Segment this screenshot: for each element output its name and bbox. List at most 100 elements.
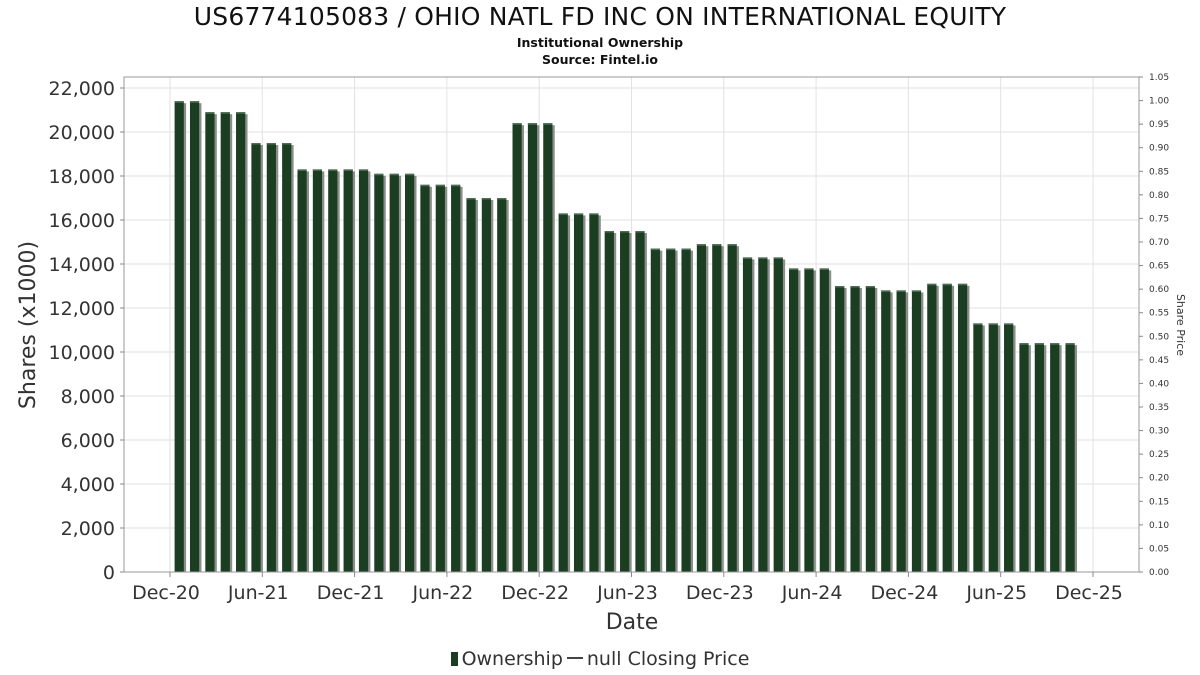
bar-highlight <box>1065 343 1075 345</box>
bar-highlight <box>927 283 937 286</box>
bar-highlight <box>973 323 983 325</box>
bar <box>266 143 276 572</box>
bar <box>942 283 952 572</box>
bar <box>236 112 246 572</box>
y2-tick-label: 0.60 <box>1149 285 1169 295</box>
y2-tick-label: 0.10 <box>1149 521 1169 531</box>
bar-highlight <box>1019 343 1029 345</box>
bar <box>696 244 707 572</box>
bar-highlight <box>266 143 276 145</box>
bar-highlight <box>1004 323 1014 325</box>
y-tick-label: 14,000 <box>49 254 115 276</box>
bar <box>819 268 829 572</box>
bar <box>604 231 614 572</box>
bar <box>451 184 461 573</box>
y-axis-title: Shares (x1000) <box>16 241 41 409</box>
bar-highlight <box>435 184 445 187</box>
bar-highlight <box>466 198 476 200</box>
y-tick-label: 22,000 <box>49 78 115 100</box>
bar <box>758 257 768 572</box>
bar-highlight <box>497 198 507 200</box>
y2-tick-label: 0.20 <box>1149 474 1169 484</box>
y2-tick-label: 0.85 <box>1149 167 1169 177</box>
bar <box>589 213 599 572</box>
bar <box>558 213 568 572</box>
bar <box>1065 343 1075 572</box>
bar-highlight <box>650 248 660 251</box>
bar-highlight <box>543 123 553 125</box>
y-tick-label: 18,000 <box>49 166 115 188</box>
bar-highlight <box>297 169 307 171</box>
bar <box>435 184 445 573</box>
y-tick-label: 12,000 <box>49 298 115 320</box>
bar <box>835 286 845 572</box>
bar <box>865 286 875 572</box>
y2-tick-label: 0.05 <box>1149 544 1169 554</box>
bar-highlight <box>696 244 707 246</box>
bar <box>220 112 230 572</box>
bar <box>497 198 507 572</box>
y2-tick-label: 1.00 <box>1149 97 1169 107</box>
y2-tick-label: 1.05 <box>1149 73 1169 83</box>
y2-tick-label: 0.40 <box>1149 379 1169 389</box>
legend-ownership-swatch <box>450 652 458 666</box>
bar <box>681 248 691 572</box>
bar-highlight <box>942 283 952 286</box>
bar-highlight <box>881 290 891 292</box>
bar <box>312 169 323 572</box>
bar-highlight <box>804 268 814 270</box>
bar-highlight <box>758 257 768 259</box>
x-tick-label: Jun-24 <box>781 582 843 604</box>
bar-highlight <box>512 123 522 125</box>
bar <box>466 198 476 572</box>
bar <box>911 290 922 572</box>
bar <box>481 198 491 572</box>
bar-highlight <box>896 290 906 292</box>
bar <box>635 231 645 572</box>
y2-axis-title: Share Price <box>1174 294 1187 356</box>
bar <box>543 123 553 572</box>
y-tick-label: 6,000 <box>61 430 115 452</box>
bar-highlight <box>236 112 246 114</box>
y2-tick-label: 0.35 <box>1149 403 1169 413</box>
bar-highlight <box>850 286 860 288</box>
bar-highlight <box>527 123 538 125</box>
legend-price-label: null Closing Price <box>586 648 750 670</box>
bar <box>343 169 353 572</box>
bar-highlight <box>865 286 875 288</box>
x-tick-label: Dec-23 <box>686 582 754 604</box>
bar-highlight <box>405 173 415 176</box>
bar <box>789 268 799 572</box>
x-tick-label: Dec-21 <box>317 582 385 604</box>
x-axis-title: Date <box>606 610 659 635</box>
y2-tick-label: 0.45 <box>1149 356 1169 366</box>
bar-highlight <box>727 244 737 246</box>
bar <box>189 101 200 572</box>
bar-highlight <box>589 213 599 215</box>
bar <box>773 257 783 572</box>
bar <box>358 169 369 572</box>
bar <box>804 268 814 572</box>
x-tick-label: Dec-20 <box>132 582 200 604</box>
legend-ownership-label: Ownership <box>461 648 563 670</box>
y2-tick-label: 0.65 <box>1149 262 1169 272</box>
bar <box>573 213 584 572</box>
y2-tick-label: 0.55 <box>1149 309 1169 319</box>
bar-highlight <box>328 169 338 171</box>
bar <box>1004 323 1014 572</box>
bar <box>389 173 399 573</box>
bar <box>512 123 522 572</box>
x-tick-label: Jun-21 <box>227 582 289 604</box>
bar <box>896 290 906 572</box>
bar-highlight <box>358 169 369 171</box>
y2-tick-label: 0.00 <box>1149 568 1169 578</box>
y-tick-label: 2,000 <box>61 518 115 540</box>
bar <box>666 248 676 572</box>
x-tick-label: Dec-25 <box>1055 582 1123 604</box>
y2-tick-label: 0.25 <box>1149 450 1169 460</box>
chart-title: US6774105083 / OHIO NATL FD INC ON INTER… <box>193 2 1007 31</box>
bar-highlight <box>205 112 215 114</box>
bar <box>742 257 753 572</box>
y2-tick-label: 0.95 <box>1149 120 1169 130</box>
